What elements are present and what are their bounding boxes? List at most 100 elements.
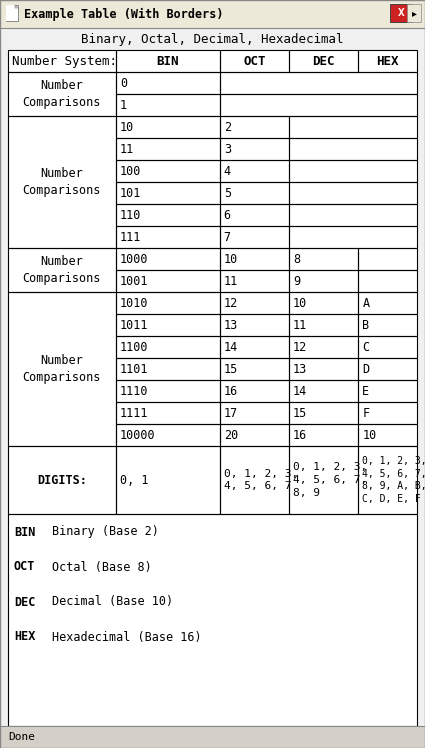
Bar bbox=[116, 358, 220, 380]
Bar bbox=[220, 402, 289, 424]
Bar bbox=[289, 402, 358, 424]
Bar bbox=[289, 314, 358, 336]
Bar bbox=[289, 204, 417, 226]
Text: 6: 6 bbox=[224, 209, 231, 221]
Text: Binary, Octal, Decimal, Hexadecimal: Binary, Octal, Decimal, Hexadecimal bbox=[81, 32, 344, 46]
Bar bbox=[358, 292, 417, 314]
Bar bbox=[116, 424, 220, 446]
Bar bbox=[358, 446, 417, 514]
Bar bbox=[116, 446, 220, 514]
Bar bbox=[289, 160, 417, 182]
Text: Number
Comparisons: Number Comparisons bbox=[23, 168, 101, 197]
Text: HEX: HEX bbox=[14, 631, 35, 643]
Text: 1000: 1000 bbox=[120, 253, 148, 266]
Bar bbox=[220, 160, 289, 182]
Text: 1101: 1101 bbox=[120, 363, 148, 375]
Bar bbox=[116, 336, 220, 358]
Text: DIGITS:: DIGITS: bbox=[37, 473, 87, 486]
Bar bbox=[220, 270, 289, 292]
Bar bbox=[220, 226, 289, 248]
Bar bbox=[116, 314, 220, 336]
Bar bbox=[220, 424, 289, 446]
Bar bbox=[358, 50, 417, 72]
Text: F: F bbox=[362, 406, 369, 420]
Bar bbox=[0, 0, 425, 28]
Text: 13: 13 bbox=[224, 319, 238, 331]
Text: A: A bbox=[362, 296, 369, 310]
Bar bbox=[116, 138, 220, 160]
Text: 3: 3 bbox=[224, 143, 231, 156]
Text: Example Table (With Borders): Example Table (With Borders) bbox=[24, 7, 224, 20]
Bar bbox=[8, 292, 116, 446]
Bar bbox=[8, 248, 116, 292]
Bar bbox=[116, 50, 220, 72]
Bar bbox=[220, 248, 289, 270]
Bar bbox=[116, 292, 220, 314]
Bar bbox=[116, 380, 220, 402]
Bar bbox=[358, 270, 417, 292]
Bar bbox=[116, 182, 220, 204]
Bar bbox=[220, 336, 289, 358]
Bar bbox=[289, 182, 417, 204]
Text: 1001: 1001 bbox=[120, 275, 148, 287]
Bar bbox=[220, 424, 289, 446]
Bar bbox=[8, 446, 116, 514]
Bar bbox=[358, 380, 417, 402]
Bar bbox=[358, 402, 417, 424]
Bar bbox=[116, 226, 220, 248]
Bar bbox=[220, 358, 289, 380]
Bar bbox=[0, 28, 425, 50]
Bar bbox=[116, 204, 220, 226]
Bar bbox=[358, 248, 417, 270]
Bar bbox=[8, 72, 116, 116]
Bar bbox=[8, 50, 116, 72]
Text: 10: 10 bbox=[362, 429, 377, 441]
Text: DEC: DEC bbox=[14, 595, 35, 609]
Text: 111: 111 bbox=[120, 230, 141, 244]
Bar bbox=[220, 314, 289, 336]
Bar bbox=[358, 358, 417, 380]
Bar bbox=[116, 292, 220, 314]
Text: 0, 1, 2, 3,
4, 5, 6, 7,
8, 9: 0, 1, 2, 3, 4, 5, 6, 7, 8, 9 bbox=[293, 462, 367, 498]
Bar bbox=[289, 314, 358, 336]
Text: Octal (Base 8): Octal (Base 8) bbox=[52, 560, 152, 574]
Bar bbox=[358, 336, 417, 358]
Text: 10000: 10000 bbox=[120, 429, 156, 441]
Text: Number
Comparisons: Number Comparisons bbox=[23, 355, 101, 384]
Bar bbox=[116, 446, 220, 514]
Bar bbox=[220, 116, 289, 138]
Bar bbox=[116, 314, 220, 336]
Text: 101: 101 bbox=[120, 186, 141, 200]
Bar bbox=[220, 204, 289, 226]
Text: 7: 7 bbox=[224, 230, 231, 244]
Text: BIN: BIN bbox=[156, 55, 179, 67]
Bar bbox=[8, 514, 417, 726]
Text: 1010: 1010 bbox=[120, 296, 148, 310]
Text: 1100: 1100 bbox=[120, 340, 148, 354]
Bar bbox=[289, 204, 417, 226]
Bar bbox=[289, 138, 417, 160]
Text: 100: 100 bbox=[120, 165, 141, 177]
Bar bbox=[358, 424, 417, 446]
Bar bbox=[220, 402, 289, 424]
Text: 4: 4 bbox=[224, 165, 231, 177]
Bar bbox=[289, 248, 358, 270]
Bar bbox=[116, 248, 220, 270]
Bar bbox=[358, 358, 417, 380]
Bar bbox=[289, 138, 417, 160]
Bar bbox=[289, 292, 358, 314]
Text: 10: 10 bbox=[120, 120, 134, 133]
Bar bbox=[8, 50, 116, 72]
Text: X: X bbox=[398, 8, 404, 18]
Bar bbox=[358, 314, 417, 336]
Bar bbox=[116, 160, 220, 182]
Bar bbox=[289, 226, 417, 248]
Text: 12: 12 bbox=[293, 340, 307, 354]
Bar bbox=[220, 204, 289, 226]
Text: OCT: OCT bbox=[243, 55, 266, 67]
Bar bbox=[407, 4, 421, 22]
Bar bbox=[289, 424, 358, 446]
Bar bbox=[6, 5, 15, 21]
Bar bbox=[220, 160, 289, 182]
Bar bbox=[220, 94, 417, 116]
